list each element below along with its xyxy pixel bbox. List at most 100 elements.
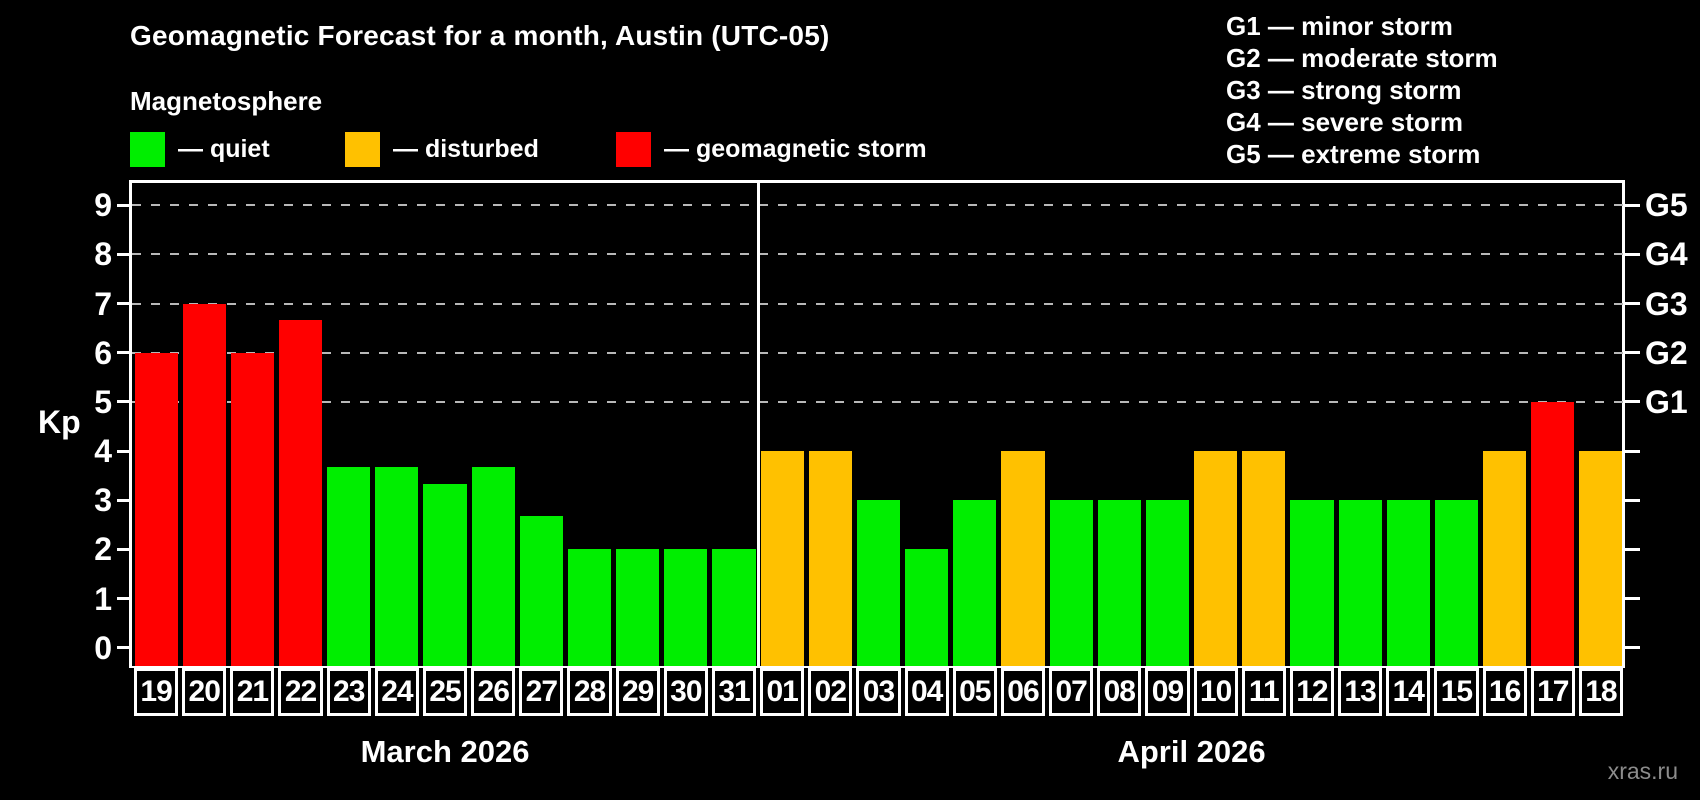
gridline-kp-6 [132,351,1625,354]
date-label-apr-08: 08 [1097,668,1142,716]
g-scale-legend: G1 — minor storm G2 — moderate storm G3 — … [1226,10,1498,170]
right-axis-tick-9 [1625,203,1640,207]
date-label-apr-17: 17 [1530,668,1575,716]
month-divider [756,183,760,666]
date-label-apr-14: 14 [1386,668,1431,716]
date-label-mar-20: 20 [182,668,227,716]
date-label-apr-07: 07 [1049,668,1094,716]
right-axis-label-G2: G2 [1645,334,1688,371]
kp-bar-mar-19 [134,352,178,666]
right-axis-tick-8 [1625,252,1640,256]
legend-heading: Magnetosphere [130,86,323,116]
watermark: xras.ru [1607,758,1678,784]
kp-bar-apr-12 [1290,500,1334,666]
legend-item-disturbed: — disturbed [345,132,539,167]
kp-bar-mar-29 [616,549,660,666]
y-axis-label-8: 8 [94,236,112,273]
kp-bar-mar-22 [278,319,323,666]
kp-bar-apr-06 [1001,451,1045,666]
kp-bar-apr-13 [1338,500,1382,666]
legend-swatch-disturbed [345,132,380,167]
y-axis-label-0: 0 [94,629,112,666]
date-label-mar-25: 25 [422,668,468,716]
y-axis-tick-1 [117,597,132,601]
legend-item-quiet: — quiet [130,132,270,167]
g-legend-line-1: G1 — minor storm [1226,11,1453,41]
date-label-apr-05: 05 [952,668,997,716]
right-axis-tick-1 [1625,597,1640,601]
y-axis-label-6: 6 [94,334,112,371]
legend-swatch-quiet [130,132,165,167]
y-axis-tick-8 [117,252,132,256]
kp-bar-mar-20 [182,303,226,666]
y-axis-label-1: 1 [94,580,112,617]
date-label-apr-04: 04 [904,668,949,716]
date-label-apr-10: 10 [1193,668,1238,716]
month-label-april: April 2026 [1117,734,1266,769]
g-legend-line-3: G3 — strong storm [1226,75,1462,105]
kp-bar-apr-18 [1579,451,1623,666]
y-axis-tick-7 [117,302,132,305]
right-axis-label-G3: G3 [1645,285,1688,322]
y-axis-label-3: 3 [94,482,112,519]
date-label-apr-06: 06 [1000,668,1046,716]
legend-label-disturbed: — disturbed [393,135,539,163]
y-axis-label-2: 2 [94,531,112,568]
kp-bar-apr-17 [1531,401,1575,666]
kp-bar-apr-15 [1434,500,1478,666]
date-label-mar-26: 26 [471,668,516,716]
gridline-kp-7 [132,302,1625,305]
right-axis-tick-5 [1625,400,1640,404]
kp-bar-apr-11 [1242,451,1286,666]
g-legend-line-5: G5 — extreme storm [1226,139,1481,169]
legend-item-storm: — geomagnetic storm [616,132,927,167]
y-axis-tick-3 [117,498,132,502]
y-axis-label-7: 7 [94,285,112,322]
date-label-mar-22: 22 [278,668,323,716]
kp-bar-mar-24 [375,467,419,666]
right-axis-label-G4: G4 [1645,236,1688,273]
kp-bar-mar-23 [327,467,371,666]
gridline-kp-5 [132,400,1625,403]
g-legend-line-2: G2 — moderate storm [1226,43,1498,73]
kp-bar-apr-03 [856,500,901,666]
kp-bar-mar-21 [230,352,274,666]
kp-bar-apr-02 [808,451,852,666]
right-axis-tick-6 [1625,351,1640,355]
kp-bar-apr-01 [760,451,804,666]
kp-bar-apr-09 [1145,500,1190,666]
kp-bar-apr-07 [1049,500,1093,666]
y-axis-tick-0 [117,646,132,650]
date-label-mar-31: 31 [711,668,757,716]
kp-bar-mar-28 [567,549,612,666]
date-label-mar-29: 29 [615,668,660,716]
plot-area [129,180,1625,668]
date-label-mar-28: 28 [567,668,612,716]
date-label-mar-30: 30 [663,668,708,716]
gridline-kp-8 [132,253,1625,256]
date-label-mar-21: 21 [230,668,275,716]
legend-swatch-storm [616,132,651,167]
date-label-mar-19: 19 [134,668,179,716]
right-axis-tick-3 [1625,498,1640,502]
y-axis-tick-4 [117,449,132,453]
right-axis-tick-2 [1625,547,1640,551]
date-label-mar-24: 24 [374,668,419,716]
y-axis-tick-2 [117,547,132,551]
kp-bar-apr-04 [905,549,949,666]
kp-bar-apr-14 [1386,500,1430,666]
y-axis-label-9: 9 [94,187,112,224]
y-axis-title: Kp [38,404,81,440]
kp-bar-mar-30 [664,549,708,666]
kp-bar-mar-25 [423,484,467,666]
date-label-apr-03: 03 [856,668,901,716]
chart-title: Geomagnetic Forecast for a month, Austin… [130,20,830,51]
right-axis-tick-7 [1625,302,1640,305]
date-label-apr-18: 18 [1578,668,1623,716]
kp-bar-apr-10 [1194,451,1238,666]
date-label-apr-11: 11 [1241,668,1286,716]
y-axis-tick-5 [117,400,132,404]
date-label-mar-23: 23 [326,668,371,716]
date-label-apr-09: 09 [1145,668,1190,716]
